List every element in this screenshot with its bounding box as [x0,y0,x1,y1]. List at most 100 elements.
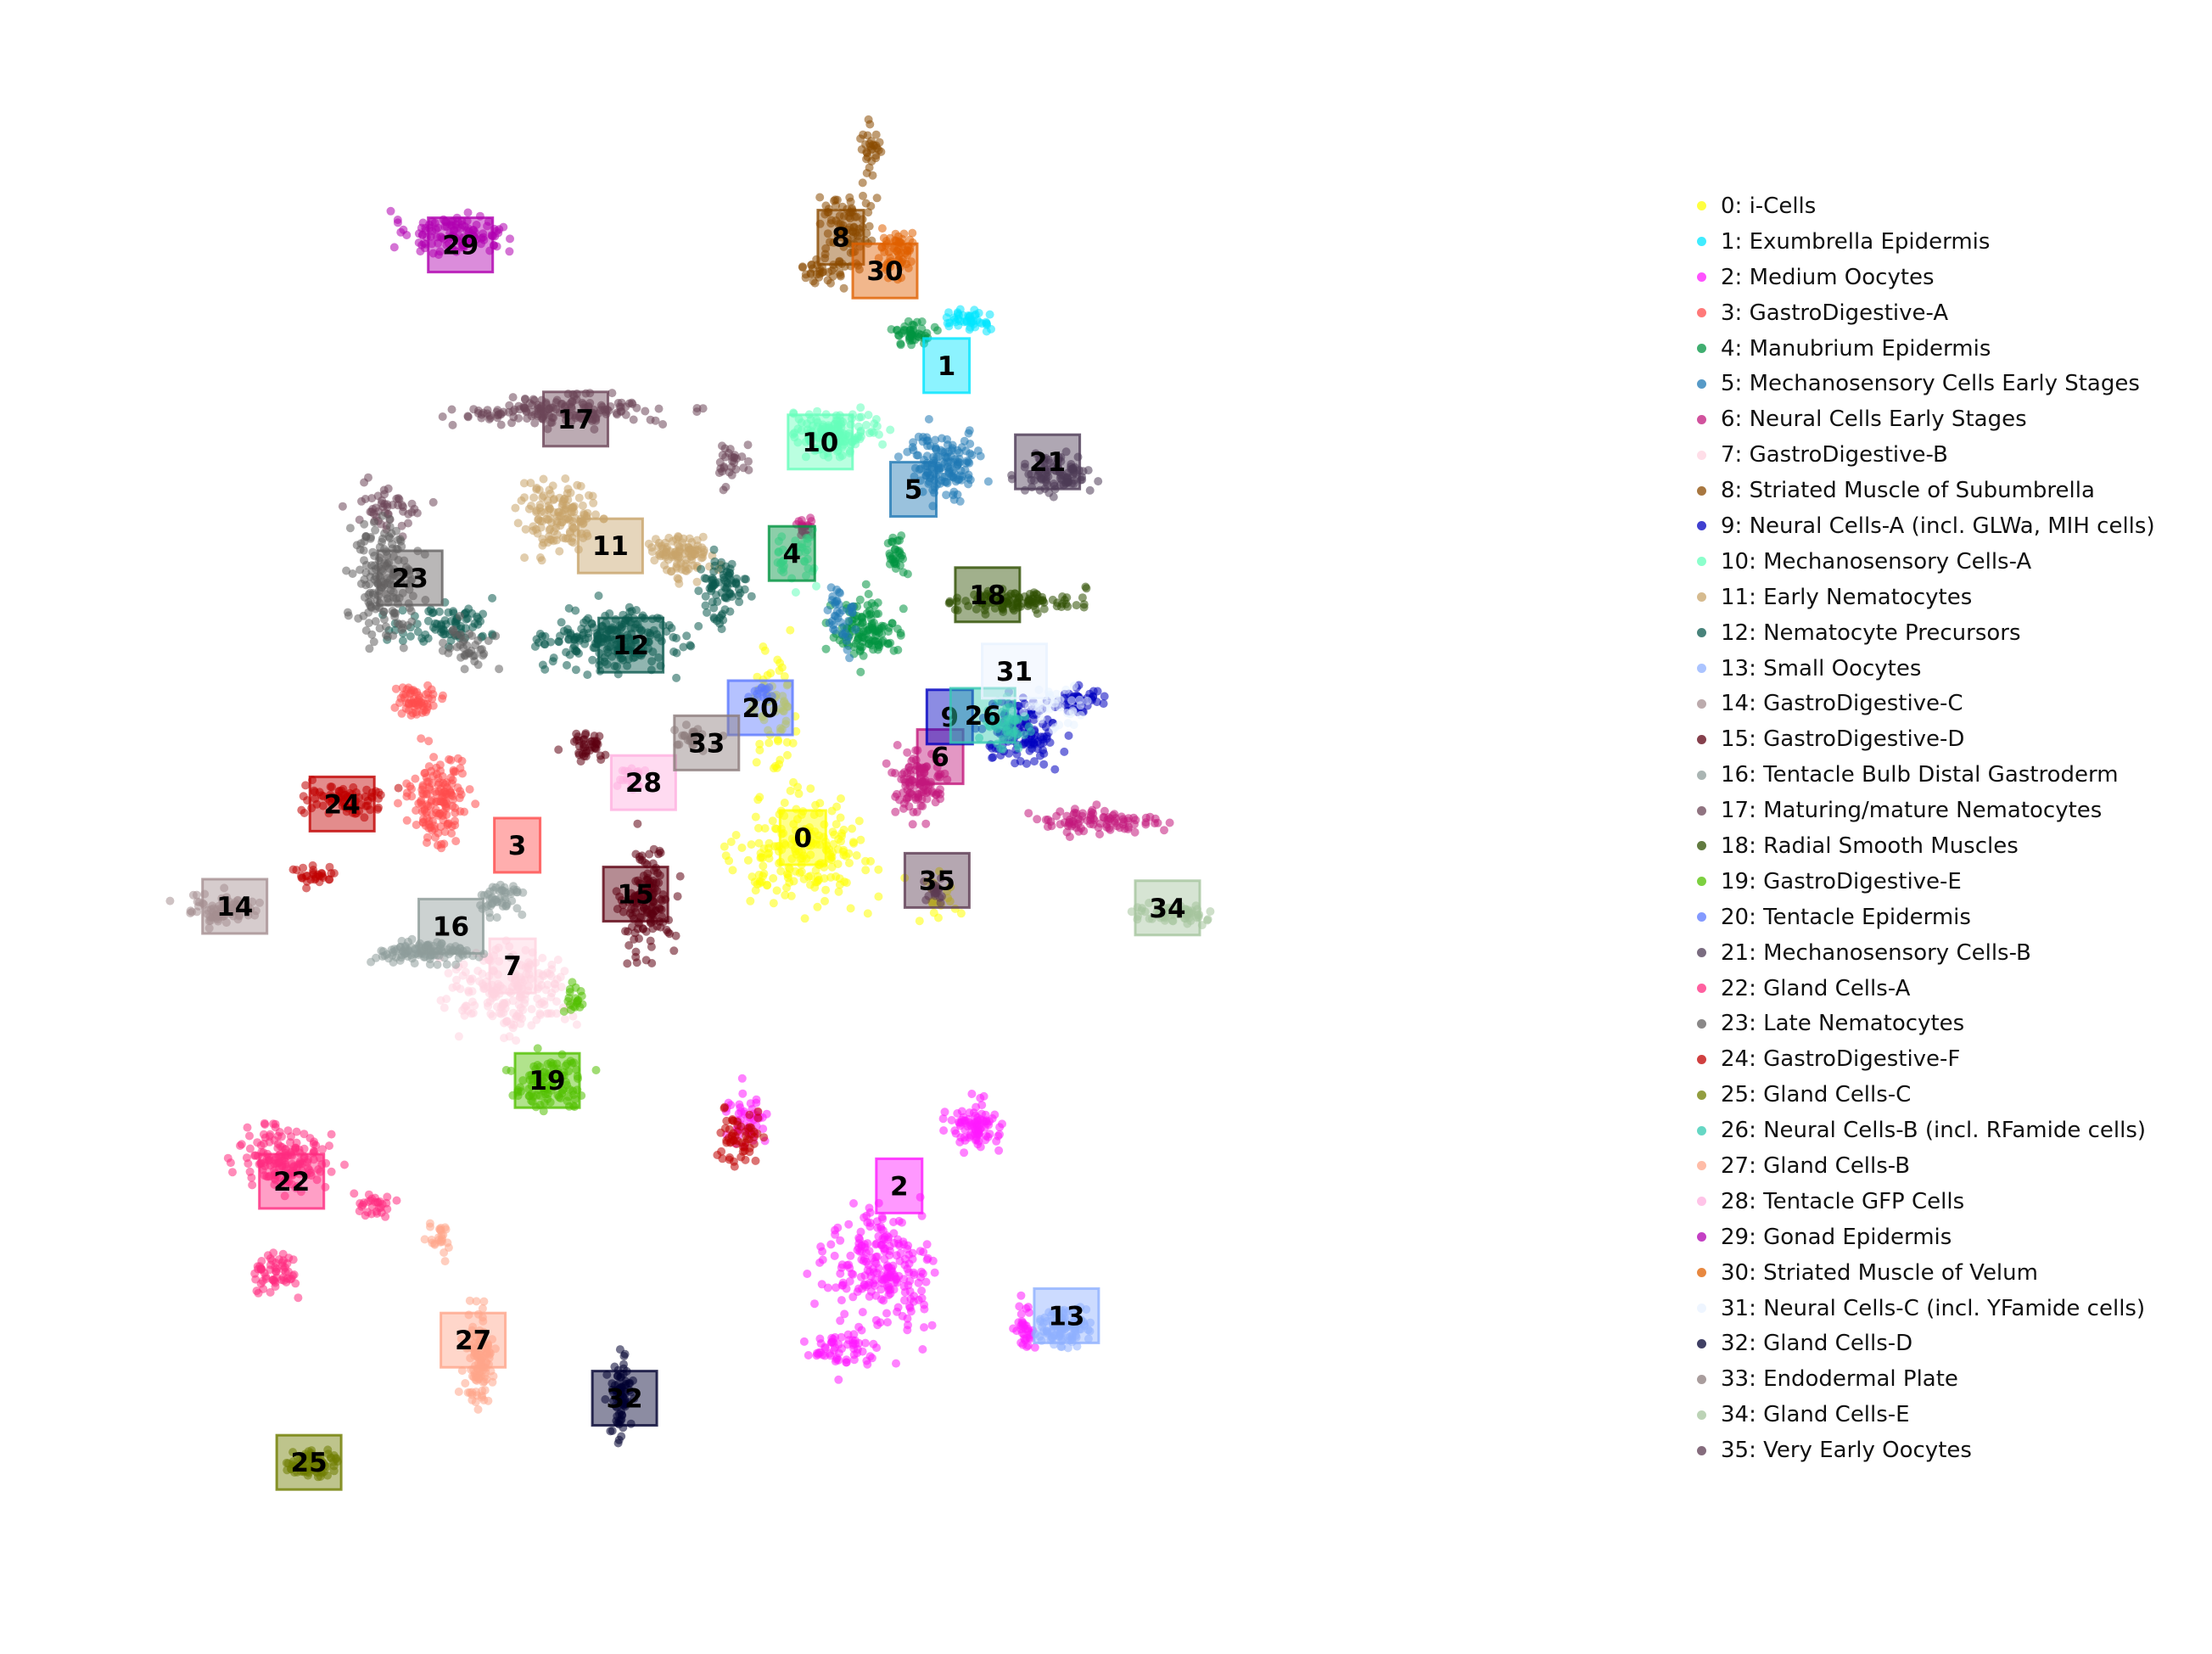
data-point [763,880,772,889]
data-point [938,447,948,457]
data-point [716,1128,725,1137]
data-point [444,968,453,978]
data-point [861,580,871,589]
data-point [760,824,770,833]
data-point [453,754,462,763]
data-point [535,553,545,562]
data-point [953,462,962,471]
data-point [857,412,866,422]
data-point [407,617,417,626]
data-point [891,807,900,816]
data-point [547,965,557,974]
data-point [845,193,854,202]
data-point [821,644,831,653]
data-point [844,1219,854,1229]
data-point [1050,765,1060,774]
data-point [939,1126,949,1135]
data-point [340,1160,349,1169]
data-point [689,561,697,570]
data-point [424,823,434,833]
data-point [582,615,591,625]
data-point [895,1256,904,1265]
data-point [473,967,483,975]
data-point [950,1126,960,1135]
data-point [812,1348,821,1358]
data-point [823,1283,832,1292]
data-point [348,569,357,578]
data-point [560,1014,569,1023]
data-point [428,701,438,710]
data-point [815,1334,825,1343]
data-point [866,856,875,866]
data-point [921,776,930,785]
data-point [923,468,932,477]
data-point [580,752,589,760]
data-point [762,1109,771,1119]
data-point [848,227,858,237]
data-point [777,532,787,541]
data-point [882,1309,891,1318]
data-point [395,620,404,629]
data-point [1030,1343,1039,1352]
data-point [1039,735,1047,744]
data-point [782,883,791,892]
data-point [743,440,753,450]
data-point [931,443,940,452]
data-point [624,941,634,950]
data-point [527,1005,536,1014]
data-point [955,448,964,457]
data-point [825,619,834,627]
data-point [899,554,908,563]
data-point [495,664,504,674]
data-point [792,849,801,859]
data-point [721,452,731,462]
data-point [697,553,706,563]
data-point [845,653,854,663]
data-point [949,495,959,504]
data-point [834,1375,843,1384]
data-point [871,1253,881,1262]
data-point [865,606,874,615]
data-point [1033,815,1042,824]
data-point [744,465,753,474]
data-point [930,1268,939,1277]
data-point [854,1322,864,1332]
data-point [833,423,843,433]
data-point [914,451,922,460]
data-point [742,575,750,584]
data-point [888,619,897,628]
data-point [1015,1302,1024,1311]
data-point [863,153,872,161]
data-point [440,1003,449,1012]
data-point [350,1189,359,1198]
data-point [1005,749,1013,758]
data-point [943,887,952,896]
data-point [478,979,487,989]
data-point [518,910,527,919]
data-point [360,556,368,565]
data-point [960,1125,970,1135]
data-point [1020,730,1029,739]
data-point [526,479,535,488]
data-point [826,426,836,435]
data-point [1016,1309,1026,1319]
data-point [792,726,801,736]
data-point [876,1285,886,1294]
data-point [563,660,571,670]
data-point [1064,731,1073,740]
data-point [998,1119,1006,1129]
data-point [452,975,461,984]
data-point [776,866,786,876]
data-point [1056,807,1065,816]
data-point [647,959,657,967]
data-point [1024,722,1033,732]
data-point [425,960,434,969]
data-point [944,465,954,474]
data-point [259,1284,268,1293]
data-point [572,997,581,1006]
data-point [571,983,580,992]
data-point [838,418,848,427]
data-point [831,1230,840,1239]
data-point [994,1146,1004,1155]
data-point [404,945,413,955]
